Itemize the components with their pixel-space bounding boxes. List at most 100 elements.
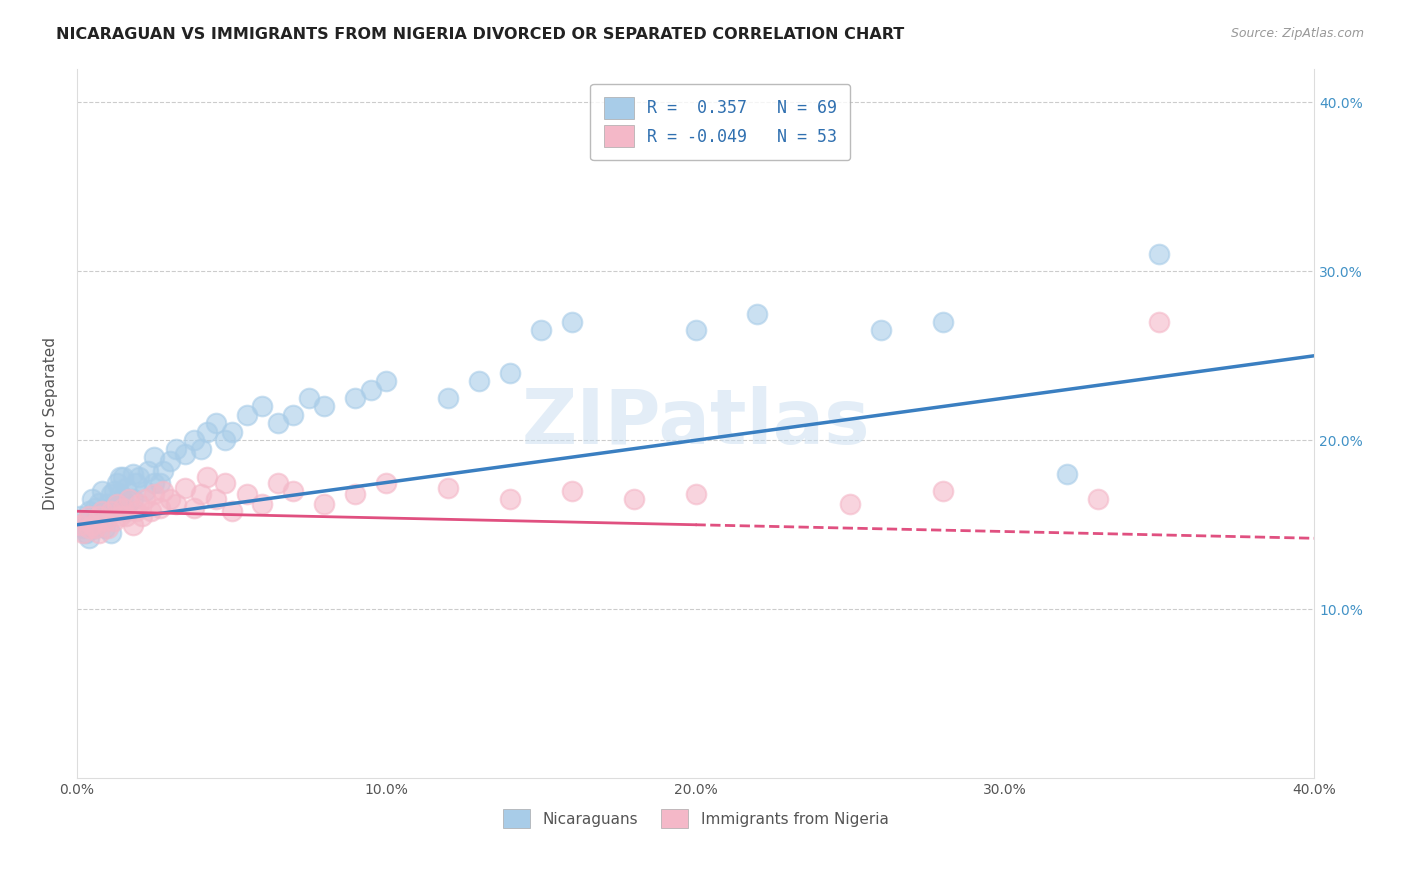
Point (121, 492, 143, 507)
Point (93, 515, 115, 529)
Point (97, 498, 120, 512)
Point (1149, 315, 1171, 329)
Point (105, 498, 128, 512)
Point (103, 483, 125, 498)
Point (214, 475, 236, 490)
Point (685, 487, 707, 501)
Point (93, 521, 115, 535)
Point (82, 517, 104, 532)
Point (75, 515, 97, 529)
Point (103, 515, 125, 529)
Point (75, 515, 97, 529)
Point (90, 504, 112, 518)
Point (108, 509, 131, 524)
Point (159, 492, 181, 507)
Point (375, 475, 398, 490)
Point (124, 475, 146, 490)
Point (152, 483, 174, 498)
Point (205, 417, 228, 431)
Point (561, 315, 583, 329)
Point (115, 481, 138, 495)
Point (131, 509, 153, 524)
Point (165, 498, 187, 512)
Point (87, 509, 110, 524)
Point (252, 400, 274, 414)
Point (360, 383, 382, 397)
Point (267, 475, 290, 490)
Point (530, 323, 553, 337)
Point (344, 487, 367, 501)
Point (128, 470, 150, 484)
Point (195, 470, 218, 484)
Point (221, 425, 243, 439)
Point (174, 447, 197, 461)
Point (82, 517, 104, 532)
Point (174, 481, 197, 495)
Point (375, 374, 398, 388)
Point (100, 504, 122, 518)
Point (149, 500, 172, 515)
Point (236, 487, 259, 501)
Point (136, 464, 159, 478)
Point (112, 492, 135, 507)
Point (112, 470, 135, 484)
Point (115, 504, 138, 518)
Point (747, 306, 769, 320)
Point (105, 475, 128, 490)
Point (165, 442, 187, 456)
Point (97, 521, 120, 535)
Legend: Nicaraguans, Immigrants from Nigeria: Nicaraguans, Immigrants from Nigeria (496, 803, 894, 834)
Point (103, 504, 125, 518)
Point (1149, 247, 1171, 261)
Point (152, 464, 174, 478)
Point (195, 425, 218, 439)
Point (100, 526, 122, 541)
Point (283, 483, 305, 498)
Point (118, 492, 141, 507)
Point (121, 467, 143, 481)
Point (252, 498, 274, 512)
Point (685, 323, 707, 337)
Point (437, 481, 460, 495)
Point (77, 504, 100, 518)
Point (298, 391, 321, 405)
Point (82, 492, 104, 507)
Point (314, 498, 336, 512)
Point (267, 417, 290, 431)
Point (77, 531, 100, 545)
Point (69, 509, 91, 524)
Point (283, 408, 305, 422)
Point (128, 498, 150, 512)
Point (139, 504, 162, 518)
Point (72, 526, 94, 541)
Point (93, 504, 115, 518)
Point (205, 492, 228, 507)
Point (108, 470, 131, 484)
Point (190, 442, 212, 456)
Point (561, 483, 583, 498)
Point (84, 521, 107, 535)
Point (77, 509, 100, 524)
Point (344, 391, 367, 405)
Point (143, 450, 166, 465)
Point (77, 521, 100, 535)
Point (100, 487, 122, 501)
Point (183, 500, 205, 515)
Point (124, 504, 146, 518)
Point (108, 487, 131, 501)
Point (1056, 467, 1078, 481)
Point (236, 408, 259, 422)
Point (87, 496, 110, 510)
Point (87, 526, 110, 541)
Point (115, 509, 138, 524)
Point (839, 498, 862, 512)
Point (190, 487, 212, 501)
Point (84, 521, 107, 535)
Point (932, 483, 955, 498)
Point (143, 487, 166, 501)
Point (149, 475, 172, 490)
Point (105, 498, 128, 512)
Point (932, 315, 955, 329)
Point (134, 492, 156, 507)
Point (214, 434, 236, 448)
